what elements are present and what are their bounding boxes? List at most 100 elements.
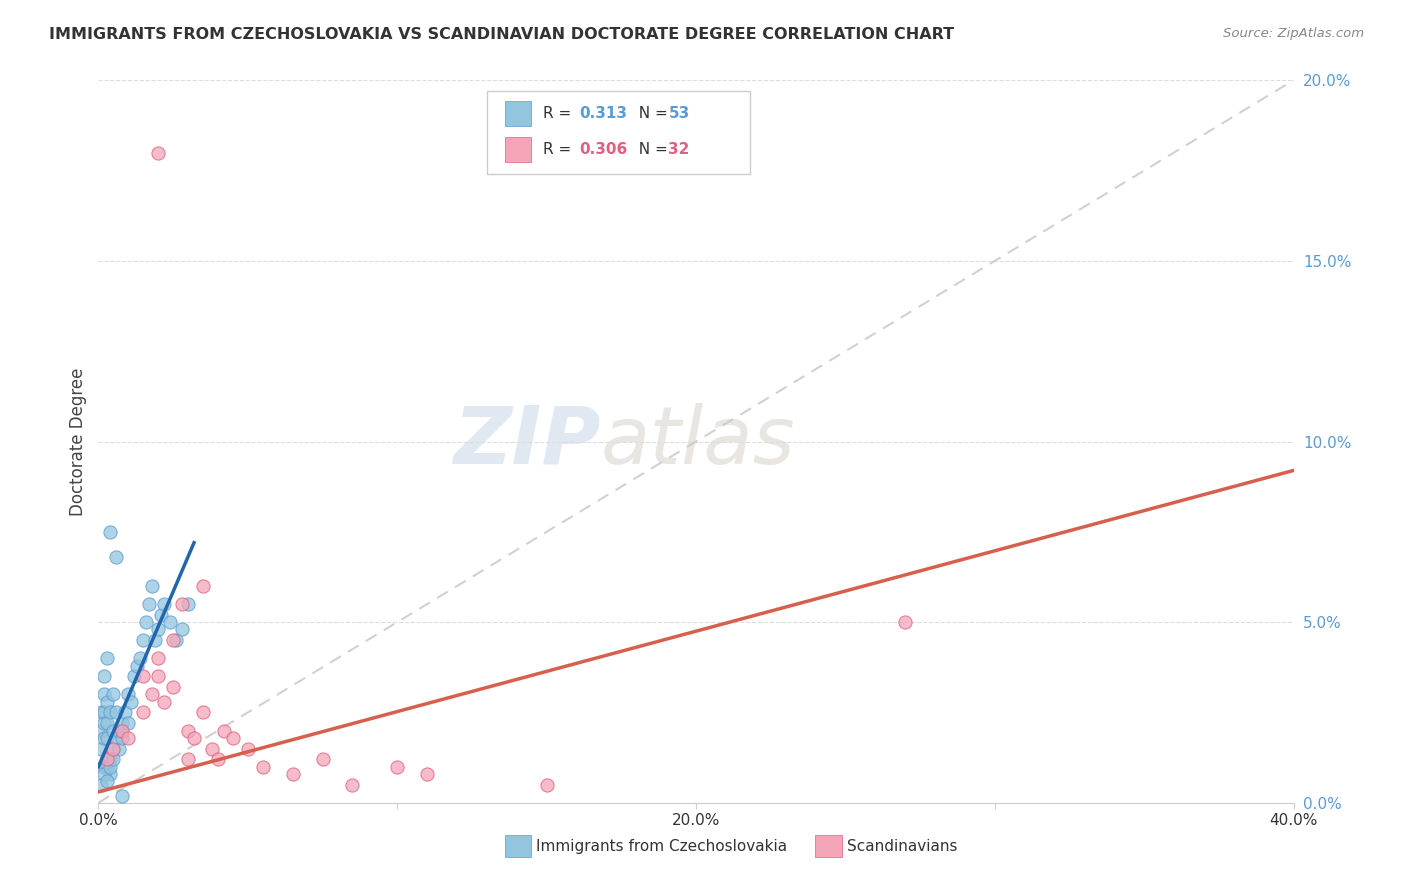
Point — [103, 752, 125, 766]
Point — [90, 778, 112, 792]
Point — [536, 778, 558, 792]
Point — [105, 731, 128, 745]
FancyBboxPatch shape — [505, 835, 531, 857]
Point — [111, 723, 134, 738]
Point — [93, 760, 115, 774]
Point — [236, 741, 259, 756]
Point — [191, 579, 214, 593]
Point — [159, 615, 181, 630]
Point — [117, 687, 139, 701]
Point — [105, 706, 128, 720]
Point — [894, 615, 917, 630]
Point — [183, 731, 205, 745]
Point — [281, 767, 304, 781]
Point — [148, 651, 170, 665]
Point — [150, 607, 173, 622]
Point — [93, 767, 115, 781]
Point — [93, 706, 115, 720]
Point — [143, 633, 166, 648]
Point — [111, 716, 134, 731]
Point — [127, 658, 149, 673]
Point — [129, 651, 152, 665]
Point — [177, 752, 200, 766]
Point — [172, 597, 194, 611]
Point — [177, 723, 200, 738]
Text: Scandinavians: Scandinavians — [846, 838, 957, 854]
Point — [103, 741, 125, 756]
Point — [93, 731, 115, 745]
Point — [93, 716, 115, 731]
Point — [132, 633, 155, 648]
Text: 53: 53 — [668, 105, 690, 120]
Point — [90, 741, 112, 756]
Point — [98, 524, 122, 539]
Point — [96, 716, 118, 731]
Point — [311, 752, 333, 766]
Point — [222, 731, 245, 745]
FancyBboxPatch shape — [486, 91, 749, 174]
Point — [124, 669, 146, 683]
Point — [342, 778, 364, 792]
Point — [191, 706, 214, 720]
Text: atlas: atlas — [600, 402, 796, 481]
Point — [148, 623, 170, 637]
Point — [90, 723, 112, 738]
Point — [177, 597, 200, 611]
Text: 0.313: 0.313 — [579, 105, 627, 120]
Point — [120, 695, 142, 709]
Point — [201, 741, 224, 756]
FancyBboxPatch shape — [505, 136, 531, 162]
Text: 0.306: 0.306 — [579, 142, 627, 157]
Text: N =: N = — [628, 105, 672, 120]
Text: Immigrants from Czechoslovakia: Immigrants from Czechoslovakia — [536, 838, 787, 854]
Point — [162, 633, 184, 648]
Point — [96, 774, 118, 789]
Point — [114, 706, 136, 720]
Text: Source: ZipAtlas.com: Source: ZipAtlas.com — [1223, 27, 1364, 40]
Point — [141, 579, 163, 593]
Point — [96, 760, 118, 774]
FancyBboxPatch shape — [815, 835, 842, 857]
Text: IMMIGRANTS FROM CZECHOSLOVAKIA VS SCANDINAVIAN DOCTORATE DEGREE CORRELATION CHAR: IMMIGRANTS FROM CZECHOSLOVAKIA VS SCANDI… — [49, 27, 955, 42]
Point — [172, 623, 194, 637]
Point — [98, 706, 122, 720]
Point — [385, 760, 409, 774]
Point — [90, 706, 112, 720]
Point — [117, 731, 139, 745]
Point — [148, 669, 170, 683]
Point — [132, 669, 155, 683]
Point — [96, 695, 118, 709]
Text: ZIP: ZIP — [453, 402, 600, 481]
Point — [108, 723, 131, 738]
Point — [103, 723, 125, 738]
Point — [212, 723, 235, 738]
Point — [98, 767, 122, 781]
Text: N =: N = — [628, 142, 672, 157]
Y-axis label: Doctorate Degree: Doctorate Degree — [69, 368, 87, 516]
Point — [416, 767, 439, 781]
Point — [252, 760, 274, 774]
Point — [103, 741, 125, 756]
Text: R =: R = — [543, 105, 576, 120]
Point — [96, 752, 118, 766]
Point — [96, 731, 118, 745]
Point — [132, 706, 155, 720]
FancyBboxPatch shape — [505, 101, 531, 126]
Point — [98, 752, 122, 766]
Point — [165, 633, 187, 648]
Point — [111, 789, 134, 803]
Text: 32: 32 — [668, 142, 690, 157]
Point — [148, 145, 170, 160]
Point — [98, 760, 122, 774]
Point — [105, 550, 128, 565]
Point — [93, 669, 115, 683]
Point — [93, 687, 115, 701]
Point — [141, 687, 163, 701]
Point — [108, 741, 131, 756]
Point — [162, 680, 184, 694]
Point — [103, 687, 125, 701]
Point — [153, 695, 176, 709]
Point — [111, 731, 134, 745]
Point — [153, 597, 176, 611]
Point — [135, 615, 157, 630]
